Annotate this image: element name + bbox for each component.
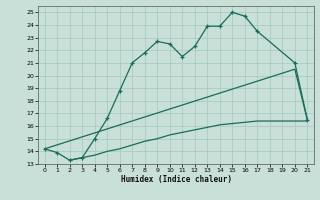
X-axis label: Humidex (Indice chaleur): Humidex (Indice chaleur) <box>121 175 231 184</box>
